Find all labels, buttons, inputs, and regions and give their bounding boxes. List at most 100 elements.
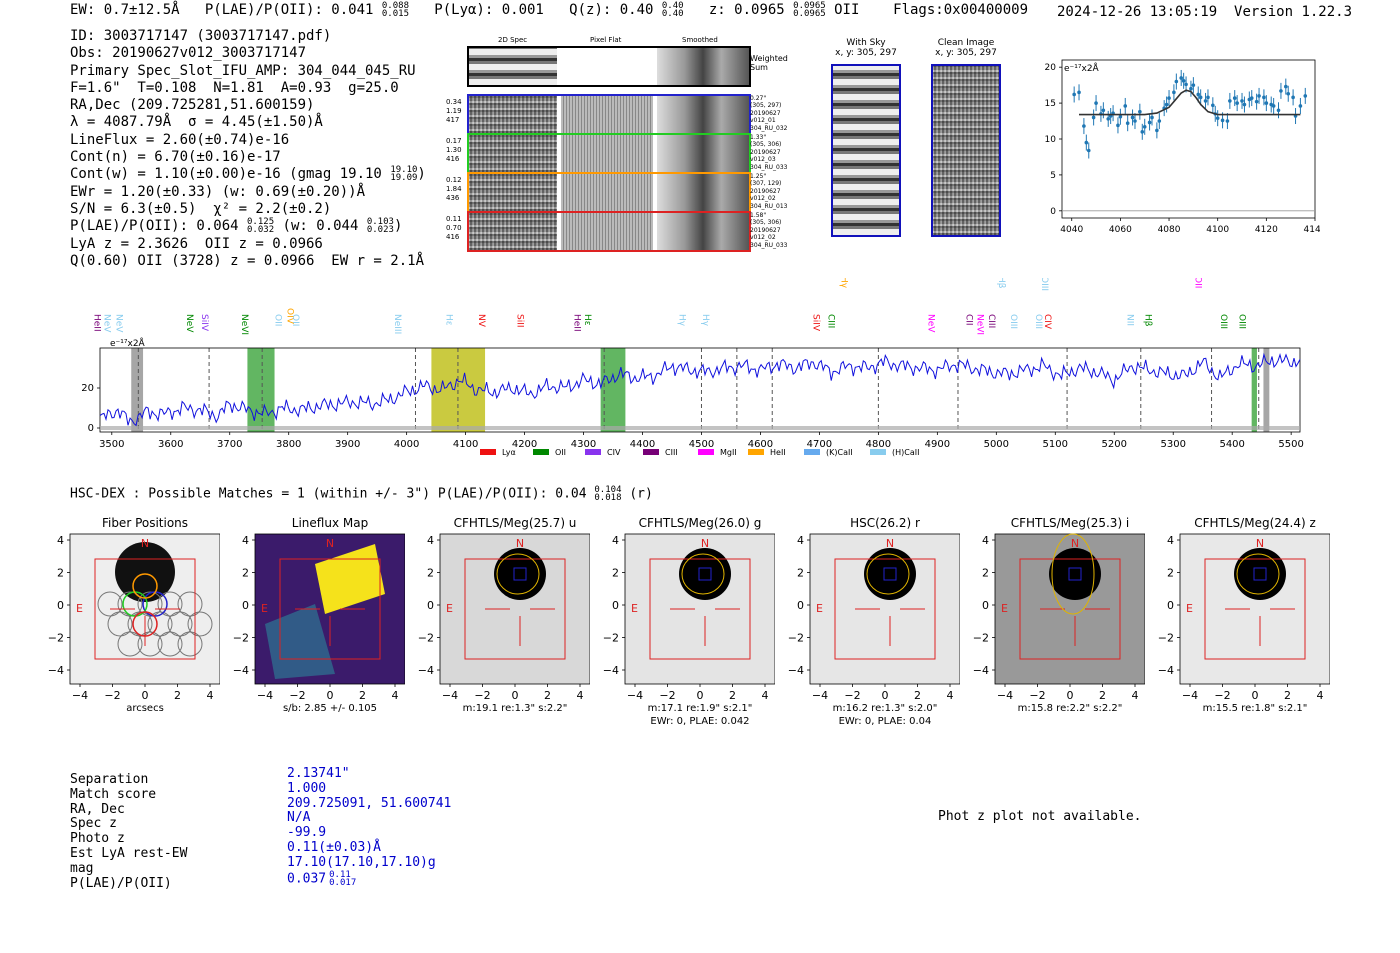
img-xtick-label: 4 <box>947 689 954 702</box>
plae-hi: 0.088 <box>381 1 409 11</box>
img-xtick-label: −2 <box>659 689 675 702</box>
row3-right-4: 304_RU_013 <box>750 202 788 210</box>
east-label: E <box>631 602 638 615</box>
match-values: 2.13741" 1.000 209.725091, 51.600741 N/A -99… <box>287 766 452 887</box>
info-plae-lo: 0.032 <box>247 225 275 236</box>
z-lo: 0.0965 <box>793 9 826 19</box>
exposure-row-2 <box>467 133 751 174</box>
img-ytick-label: 0 <box>612 599 619 612</box>
zoom-point <box>1303 94 1308 98</box>
zoom-ytick-label: 10 <box>1045 135 1057 145</box>
imaging-panels: Fiber Positions N E 4 2 0 −2 −4 −4 −2 0 2 4 arcsecs Li… <box>40 510 1340 727</box>
spec-band <box>131 348 144 432</box>
match-value: 209.725091, 51.600741 <box>287 795 452 811</box>
spec-legend-label: MgII <box>720 448 737 457</box>
spec-xtick-label: 4600 <box>748 439 773 450</box>
img-xtick-label: −2 <box>474 689 490 702</box>
imaging-panel-title: CFHTLS/Meg(26.0) g <box>639 516 762 530</box>
spec-line-label: Hγ <box>676 314 686 327</box>
zoom-ytick-label: 20 <box>1045 63 1057 73</box>
spec-band <box>1263 348 1270 432</box>
fiber-circle <box>117 631 143 657</box>
spec-line-label: Hγ <box>839 278 849 289</box>
source-blob <box>494 548 546 600</box>
img-xtick-label: 0 <box>512 689 519 702</box>
spec-ytick-label: 0 <box>88 423 94 434</box>
north-label: N <box>886 537 894 550</box>
spec-legend-swatch <box>748 449 764 455</box>
img-ytick-label: 2 <box>242 567 249 580</box>
spec-xtick-label: 4800 <box>866 439 891 450</box>
row4-right-2: 20190627 <box>750 226 781 234</box>
spec-frame <box>99 347 1301 433</box>
hsc-match-line: HSC-DEX : Possible Matches = 1 (within +… <box>70 486 653 503</box>
row4-right-1: (305, 306) <box>750 219 782 227</box>
imaging-caption-2: EWr: 0, PLAE: 0.042 <box>650 716 749 725</box>
catalog-ellipse <box>1051 533 1095 615</box>
with-sky-image <box>831 64 901 237</box>
fiber-circle <box>97 591 123 617</box>
zoom-point <box>1140 130 1145 134</box>
plae-value: P(LAE)/P(OII): 0.041 <box>204 2 374 18</box>
spec-xtick-label: 4000 <box>394 439 419 450</box>
weighted-sum-label: Weighted Sum <box>750 54 788 72</box>
spec-xtick-label: 5100 <box>1043 439 1068 450</box>
img-xtick-label: 2 <box>1099 689 1106 702</box>
spec-legend-label: CIII <box>665 448 678 457</box>
img-ytick-label: −4 <box>48 664 64 677</box>
img-ytick-label: 4 <box>612 534 619 547</box>
row2-smoothed <box>657 135 749 172</box>
row2-left-1: 1.30 <box>446 146 462 154</box>
spec-line-label: HeII <box>92 314 102 332</box>
img-ytick-label: −4 <box>233 664 249 677</box>
east-label: E <box>816 602 823 615</box>
imaging-panel-title: CFHTLS/Meg(25.3) i <box>1011 516 1130 530</box>
zoom-xtick-label: 4100 <box>1206 225 1229 235</box>
img-xtick-label: 2 <box>729 689 736 702</box>
img-ytick-label: 0 <box>797 599 804 612</box>
spec-legend-label: (K)CaII <box>826 448 853 457</box>
info-q-line: Q(0.60) OII (3728) z = 0.0966 EW r = 2.1… <box>70 252 425 269</box>
north-label: N <box>1071 537 1079 550</box>
spec-line-label: OIV <box>284 308 294 325</box>
zoom-point <box>1279 89 1283 93</box>
zoom-point <box>1206 95 1210 100</box>
fiber-circle <box>177 591 203 617</box>
zoom-point <box>1164 102 1169 107</box>
spec-line-label: SiII <box>514 314 524 328</box>
row1-right-3: v012_01 <box>750 117 776 125</box>
zoom-point <box>1181 79 1186 83</box>
zoom-point <box>1150 115 1154 120</box>
imaging-panel-svg: Fiber Positions N E 4 2 0 −2 −4 −4 −2 0 2 4 arcsecs <box>48 516 221 714</box>
spec-line-label: OIII <box>1008 314 1018 329</box>
row1-right-0: 0.27" <box>750 95 767 102</box>
row3-pixel-flat <box>561 174 653 211</box>
row4-right-4: 304_RU_033 <box>750 241 788 249</box>
row1-right-4: 304_RU_032 <box>750 124 788 132</box>
weighted-2d-spec <box>469 48 557 85</box>
spec-line-label: SiIV <box>199 314 209 332</box>
catalog-box <box>1068 567 1082 581</box>
row4-pixel-flat <box>561 213 653 250</box>
zoom-point <box>1254 99 1259 104</box>
img-xtick-label: −4 <box>1182 689 1198 702</box>
spec-line-label: NeVI <box>974 314 984 335</box>
spec-band <box>600 348 626 432</box>
zoom-point <box>1228 99 1232 103</box>
row3-right-values: 1.25" (307, 129) 20190627 v012_02 304_RU_013 <box>750 173 787 210</box>
zoom-point <box>1125 121 1130 125</box>
version: Version 1.22.3 <box>1234 4 1353 20</box>
zoom-point <box>1211 103 1215 108</box>
spec-flux-line <box>99 352 1301 427</box>
col-header-smoothed: Smoothed <box>682 36 718 44</box>
row3-left-1: 1.84 <box>446 185 462 193</box>
spec-line-label: Hβ <box>996 278 1006 289</box>
zoom-fit-plot: 0 5 10 15 20 4040 4060 4080 4100 4120 4140 e⁻¹⁷x2… <box>1045 59 1320 235</box>
info-fiber: F=1.6" T=0.108 N=1.81 A=0.93 g=25.0 <box>70 79 399 96</box>
row4-left-0: 0.11 <box>446 215 462 223</box>
zoom-point <box>1157 119 1162 123</box>
zoom-point <box>1249 96 1254 100</box>
zoom-ylabel: e⁻¹⁷x2Å <box>1064 62 1100 74</box>
row1-right-values: 0.27" (305, 297) 20190627 v012_01 304_RU_032 <box>750 95 787 132</box>
